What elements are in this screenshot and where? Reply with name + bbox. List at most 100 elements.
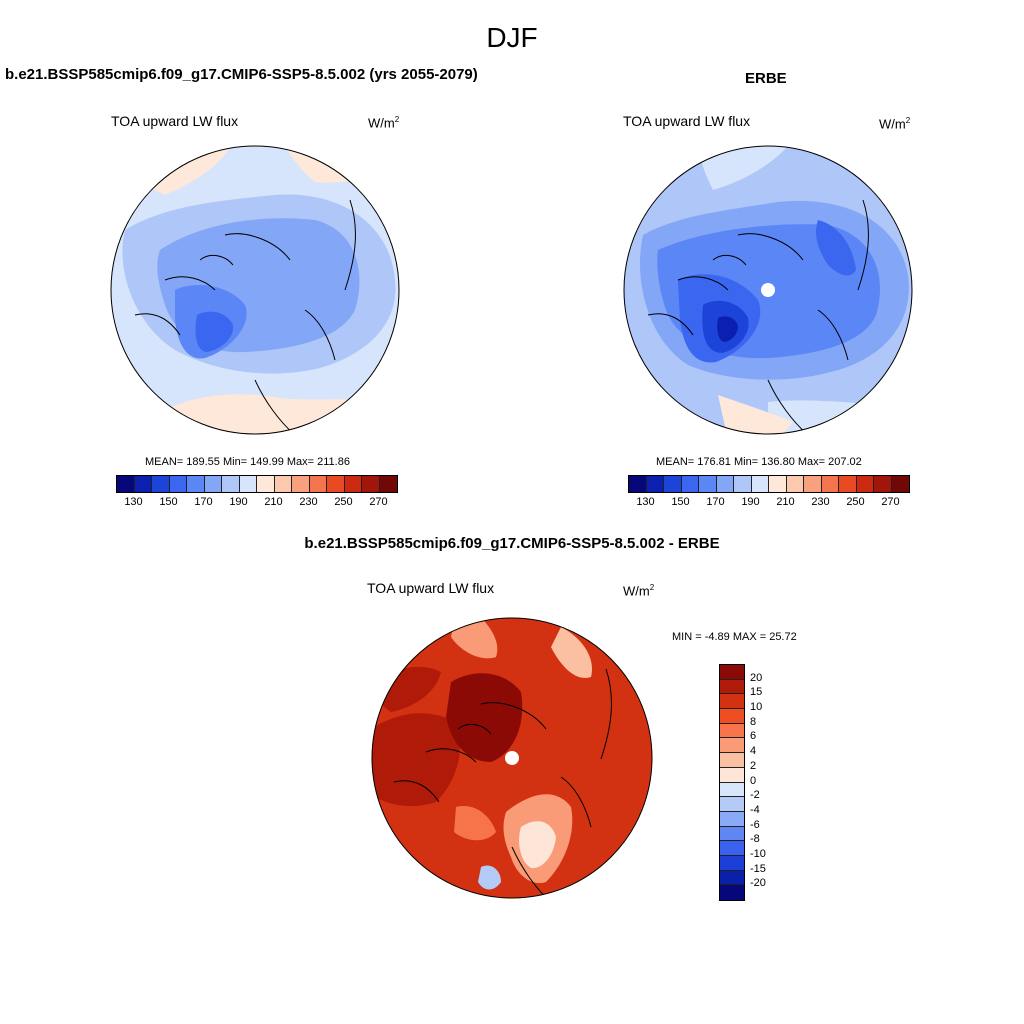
colorbar-swatch	[720, 767, 744, 783]
coastline	[393, 668, 612, 898]
colorbar-swatch	[720, 870, 744, 886]
colorbar-swatch	[117, 476, 135, 492]
colorbar-swatch	[786, 476, 804, 492]
colorbar-tick-label: 230	[811, 496, 830, 508]
colorbar-swatch	[699, 476, 717, 492]
colorbar-swatch	[720, 797, 744, 812]
coldest-region	[195, 311, 234, 352]
model-colorbar	[116, 475, 398, 493]
obs-variable-label: TOA upward LW flux	[623, 113, 751, 129]
diff-polar-map	[371, 617, 653, 899]
colorbar-tick-label: 190	[229, 496, 248, 508]
colorbar-tick-label: 0	[750, 774, 757, 787]
colorbar-swatch	[720, 841, 744, 856]
coldest-core	[717, 316, 738, 342]
colorbar-swatch	[720, 665, 744, 680]
low-diff-region	[551, 627, 592, 678]
colorbar-tick-label: 15	[750, 686, 763, 699]
colorbar-tick-label: 150	[159, 496, 178, 508]
colorbar-swatch	[187, 476, 205, 492]
colorbar-tick-label: -4	[750, 803, 760, 816]
colorbar-swatch	[856, 476, 874, 492]
map-boundary	[371, 617, 653, 899]
colorbar-swatch	[379, 476, 397, 492]
obs-stats-label: MEAN= 176.81 Min= 136.80 Max= 207.02	[656, 456, 862, 468]
colorbar-swatch	[664, 476, 682, 492]
colorbar-tick-label: -20	[750, 877, 766, 890]
colorbar-swatch	[257, 476, 275, 492]
colorbar-swatch	[344, 476, 362, 492]
colorbar-swatch	[734, 476, 752, 492]
diff-colorbar	[719, 664, 745, 901]
colorbar-swatch	[681, 476, 699, 492]
colorbar-tick-label: 150	[671, 496, 690, 508]
negative-diff-region	[478, 865, 501, 890]
colorbar-swatch	[821, 476, 839, 492]
warm-region	[165, 394, 399, 434]
colorbar-swatch	[720, 738, 744, 754]
obs-polar-map	[623, 145, 913, 435]
colorbar-tick-label: -10	[750, 847, 766, 860]
colorbar-tick-label: 270	[881, 496, 900, 508]
map-boundary	[110, 145, 400, 435]
colorbar-swatch	[152, 476, 170, 492]
colorbar-tick-label: -15	[750, 862, 766, 875]
colorbar-tick-label: 230	[299, 496, 318, 508]
diff-colorbar-ticks: 20 15 10 8 6 4 2 0 -2 -4 -6 -8 -10 -15 -20	[750, 664, 790, 899]
colorbar-swatch	[874, 476, 892, 492]
colorbar-swatch	[629, 476, 647, 492]
high-diff-region	[372, 713, 460, 807]
colorbar-swatch	[769, 476, 787, 492]
colorbar-swatch	[362, 476, 380, 492]
colorbar-swatch	[839, 476, 857, 492]
colorbar-tick-label: -2	[750, 789, 760, 802]
colorbar-swatch	[222, 476, 240, 492]
colorbar-swatch	[134, 476, 152, 492]
model-variable-label: TOA upward LW flux	[111, 113, 239, 129]
map-boundary	[623, 145, 913, 435]
colorbar-tick-label: 210	[264, 496, 283, 508]
colorbar-tick-label: 10	[750, 701, 763, 714]
colorbar-swatch	[751, 476, 769, 492]
diff-panel-title: b.e21.BSSP585cmip6.f09_g17.CMIP6-SSP5-8.…	[304, 535, 720, 552]
model-units-label: W/m2	[368, 115, 400, 131]
colorbar-tick-label: 2	[750, 759, 757, 772]
obs-colorbar	[628, 475, 910, 493]
very-cold-region	[816, 220, 856, 276]
colorbar-tick-label: 170	[706, 496, 725, 508]
coastline	[134, 199, 356, 434]
colorbar-tick-label: 130	[124, 496, 143, 508]
highest-diff-region	[446, 673, 523, 762]
colorbar-swatch	[720, 885, 744, 900]
colorbar-tick-label: -8	[750, 833, 760, 846]
obs-units-label: W/m2	[879, 116, 911, 132]
warm-region	[718, 395, 793, 434]
colorbar-swatch	[309, 476, 327, 492]
model-panel-title: b.e21.BSSP585cmip6.f09_g17.CMIP6-SSP5-8.…	[5, 66, 478, 83]
colorbar-swatch	[720, 709, 744, 724]
colorbar-swatch	[716, 476, 734, 492]
colorbar-swatch	[804, 476, 822, 492]
mild-region	[768, 400, 912, 434]
model-colorbar-ticks: 130 150 170 190 210 230 250 270	[116, 496, 396, 510]
diff-variable-label: TOA upward LW flux	[367, 580, 495, 596]
colorbar-tick-label: 6	[750, 730, 757, 743]
colorbar-tick-label: 250	[334, 496, 353, 508]
colorbar-tick-label: 130	[636, 496, 655, 508]
colorbar-swatch	[720, 855, 744, 871]
colorbar-swatch	[720, 826, 744, 842]
colorbar-tick-label: 170	[194, 496, 213, 508]
coastline	[647, 199, 869, 434]
colorbar-tick-label: 250	[846, 496, 865, 508]
near-zero-region	[519, 821, 556, 869]
colorbar-tick-label: 20	[750, 671, 763, 684]
colorbar-swatch	[720, 811, 744, 827]
colorbar-swatch	[274, 476, 292, 492]
colorbar-swatch	[720, 694, 744, 710]
colorbar-swatch	[720, 679, 744, 695]
obs-panel-title: ERBE	[745, 70, 787, 87]
model-stats-label: MEAN= 189.55 Min= 149.99 Max= 211.86	[145, 456, 350, 468]
diff-units-label: W/m2	[623, 583, 655, 599]
colorbar-swatch	[891, 476, 909, 492]
diff-stats-label: MIN = -4.89 MAX = 25.72	[672, 631, 797, 643]
